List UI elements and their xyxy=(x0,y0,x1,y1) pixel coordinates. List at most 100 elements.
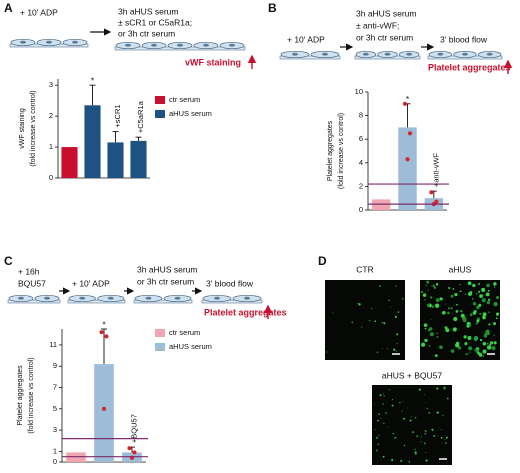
platelet xyxy=(391,398,394,401)
platelet xyxy=(376,436,379,439)
platelet xyxy=(430,296,433,299)
platelet xyxy=(435,299,439,302)
platelet xyxy=(425,452,427,454)
platelet xyxy=(386,348,388,350)
platelet xyxy=(479,338,483,342)
platelet xyxy=(454,293,458,297)
platelet xyxy=(446,436,448,439)
data-point xyxy=(101,406,107,411)
platelet xyxy=(472,283,476,288)
platelet xyxy=(438,427,440,429)
platelet xyxy=(486,300,491,305)
platelet xyxy=(412,431,414,433)
platelet xyxy=(326,351,328,353)
legend-swatch xyxy=(155,110,165,118)
platelet xyxy=(403,444,406,447)
platelet xyxy=(448,307,450,309)
platelet xyxy=(450,294,454,298)
platelet xyxy=(464,293,467,296)
platelet xyxy=(368,319,371,322)
platelet xyxy=(481,287,486,293)
platelet xyxy=(396,333,399,336)
step-text: + 10' ADP xyxy=(72,278,110,288)
platelet xyxy=(482,355,485,357)
x-tick-label: +anti-vWF xyxy=(431,152,440,187)
platelet xyxy=(394,315,397,318)
y-axis-label: vWF staining xyxy=(19,108,26,149)
y-tick-label: 0 xyxy=(49,173,53,182)
platelet xyxy=(428,327,433,331)
platelet xyxy=(397,311,400,314)
platelet xyxy=(473,349,476,351)
platelet xyxy=(439,297,443,301)
platelet xyxy=(409,419,412,422)
platelet xyxy=(435,283,439,286)
platelet xyxy=(454,343,460,348)
data-point xyxy=(402,101,408,106)
platelet xyxy=(489,343,492,346)
legend-label: aHUS serum xyxy=(169,342,212,351)
image-label: CTR xyxy=(356,264,373,274)
nucleus xyxy=(125,43,131,47)
platelet xyxy=(473,336,477,340)
platelet xyxy=(401,410,403,412)
platelet xyxy=(420,290,424,294)
platelet xyxy=(495,296,500,300)
legend-label: ctr serum xyxy=(169,95,200,104)
y-tick-label: 3 xyxy=(49,80,53,89)
platelet xyxy=(403,417,406,420)
platelet xyxy=(378,413,380,415)
platelet xyxy=(374,402,376,404)
platelet xyxy=(430,318,432,320)
platelet xyxy=(495,317,498,320)
legend-label: ctr serum xyxy=(169,328,200,337)
platelet xyxy=(467,335,472,340)
platelet xyxy=(414,416,417,419)
platelet xyxy=(395,285,397,287)
platelet xyxy=(478,353,483,357)
platelet xyxy=(486,283,490,288)
platelet xyxy=(424,327,427,330)
platelet xyxy=(414,451,417,454)
platelet xyxy=(422,293,427,297)
platelet xyxy=(476,293,478,295)
substrate xyxy=(7,299,61,304)
y-tick-label: 8 xyxy=(359,111,363,120)
step-text: or 3h ctr serum xyxy=(118,28,175,38)
platelet xyxy=(332,312,334,314)
platelet xyxy=(450,349,455,353)
platelet xyxy=(465,353,468,356)
platelet xyxy=(493,301,498,307)
platelet xyxy=(476,305,480,310)
platelet xyxy=(460,313,465,318)
y-tick-label: 4 xyxy=(359,158,363,167)
platelet xyxy=(468,346,473,351)
platelet xyxy=(374,320,377,323)
nucleus xyxy=(46,40,52,44)
platelet xyxy=(478,290,481,293)
platelet xyxy=(471,297,474,300)
platelet xyxy=(493,334,495,336)
platelet xyxy=(447,397,449,400)
significance: * xyxy=(91,75,95,85)
platelet xyxy=(481,298,486,303)
step-text: BQU57 xyxy=(18,278,46,288)
y-axis-label: (fold increase vs control) xyxy=(338,113,345,189)
platelet xyxy=(477,351,480,355)
x-tick-label: +C5aR1a xyxy=(136,100,145,133)
platelet xyxy=(423,323,428,327)
y-tick-label: 9 xyxy=(53,361,57,370)
platelet xyxy=(383,395,385,397)
platelet xyxy=(469,351,471,353)
platelet xyxy=(388,299,390,302)
nucleus xyxy=(384,52,391,56)
y-tick-label: 1 xyxy=(53,446,57,455)
platelet xyxy=(463,335,467,339)
platelet xyxy=(493,282,497,286)
nucleus xyxy=(486,52,493,56)
platelet xyxy=(482,312,487,317)
platelet xyxy=(420,441,422,443)
platelet xyxy=(385,412,388,415)
platelet xyxy=(485,329,490,334)
